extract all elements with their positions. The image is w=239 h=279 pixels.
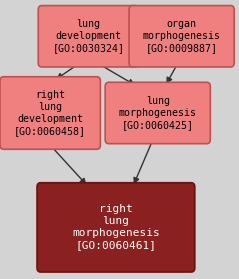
FancyBboxPatch shape <box>0 77 100 149</box>
Text: right
lung
development
[GO:0060458]: right lung development [GO:0060458] <box>14 90 86 136</box>
Text: lung
development
[GO:0030324]: lung development [GO:0030324] <box>52 19 125 53</box>
Text: lung
morphogenesis
[GO:0060425]: lung morphogenesis [GO:0060425] <box>119 96 197 130</box>
FancyBboxPatch shape <box>37 183 195 272</box>
Text: right
lung
morphogenesis
[GO:0060461]: right lung morphogenesis [GO:0060461] <box>72 205 160 250</box>
FancyBboxPatch shape <box>129 6 234 67</box>
Text: organ
morphogenesis
[GO:0009887]: organ morphogenesis [GO:0009887] <box>143 19 221 53</box>
FancyBboxPatch shape <box>105 82 210 144</box>
FancyBboxPatch shape <box>38 6 139 67</box>
